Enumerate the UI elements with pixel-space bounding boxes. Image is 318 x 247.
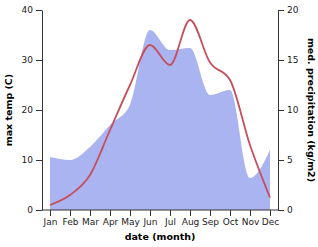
tick-mark [50,210,51,216]
tick-label: 20 [287,5,299,15]
tick-mark [36,160,42,161]
tick-label: 30 [22,55,34,65]
tick-label: Jan [43,217,58,227]
tick: 0 [27,205,42,215]
tick-label: 0 [27,205,33,215]
tick: Jul [164,210,176,227]
tick-label: 5 [287,155,293,165]
tick-mark [250,210,251,216]
tick: Aug [182,210,200,227]
tick-label: 0 [287,205,293,215]
tick: 20 [278,5,299,15]
tick: 40 [22,5,42,15]
tick: Jun [142,210,157,227]
tick-label: 40 [22,5,34,15]
tick-mark [110,210,111,216]
tick-mark [210,210,211,216]
tick-label: Apr [103,217,119,227]
temp-line [50,20,270,205]
tick: Oct [223,210,239,227]
axis-line [42,210,278,211]
tick-label: Aug [182,217,200,227]
tick-mark [190,210,191,216]
tick-mark [278,110,284,111]
plot-area [50,20,270,210]
tick-mark [36,60,42,61]
tick-mark [36,210,42,211]
tick-mark [230,210,231,216]
y2-title: med. precipitation (kg/m2) [306,38,317,182]
tick-label: May [121,217,140,227]
tick-mark [278,60,284,61]
tick: 10 [22,155,42,165]
tick: 15 [278,55,298,65]
tick-label: Sep [202,217,219,227]
tick-mark [150,210,151,216]
tick-mark [170,210,171,216]
tick-label: Mar [82,217,99,227]
x-title: date (month) [125,231,196,242]
tick: Sep [202,210,219,227]
tick: Mar [82,210,99,227]
tick-label: Feb [63,217,79,227]
y2-axis: 0 5 10 15 20 [278,5,299,215]
tick-label: Nov [242,217,260,227]
tick-mark [36,110,42,111]
tick: 10 [278,105,299,115]
tick-mark [130,210,131,216]
tick: Dec [262,210,279,227]
tick: May [121,210,140,227]
tick-mark [70,210,71,216]
tick: 30 [22,55,42,65]
tick: Nov [242,210,260,227]
tick-label: Dec [262,217,279,227]
chart: Jan FebMar AprMayJun Jul AugSep OctNovDec 0 10 2… [0,0,318,247]
tick-label: 10 [287,105,299,115]
tick-label: Oct [223,217,239,227]
tick-mark [90,210,91,216]
tick: Apr [103,210,119,227]
tick: 0 [278,205,293,215]
y-title: max temp (C) [3,74,14,146]
tick-mark [278,10,284,11]
tick: Jan [43,210,58,227]
tick-mark [270,210,271,216]
tick-mark [278,160,284,161]
tick-mark [36,10,42,11]
tick-label: 15 [287,55,298,65]
tick-label: Jul [164,217,176,227]
tick: Feb [63,210,79,227]
tick-mark [278,210,284,211]
tick-label: Jun [142,217,157,227]
tick-label: 10 [22,155,34,165]
tick-label: 20 [22,105,34,115]
tick: 5 [278,155,293,165]
y-axis: 0 10 20 30 40 [22,5,43,215]
x-axis: Jan FebMar AprMayJun Jul AugSep OctNovDec [42,210,279,227]
tick: 20 [22,105,42,115]
axis-line [42,11,43,211]
